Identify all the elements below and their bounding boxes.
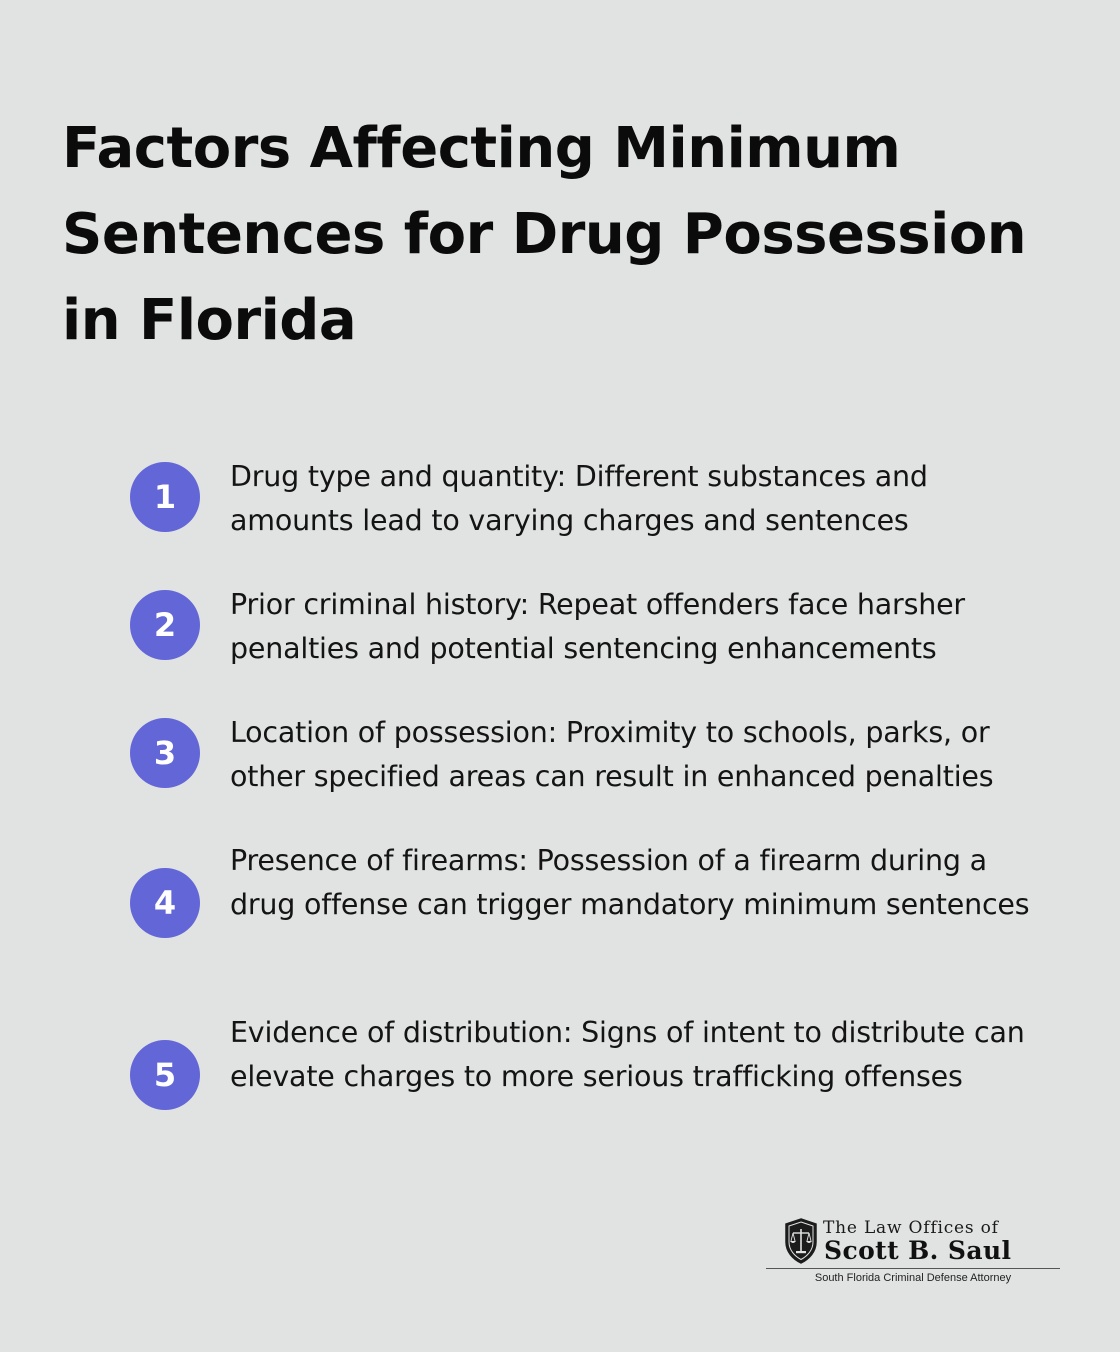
number-badge: 2	[130, 590, 200, 660]
item-text: Evidence of distribution: Signs of inten…	[230, 1016, 1025, 1093]
page-title: Factors Affecting Minimum Sentences for …	[62, 116, 1027, 353]
firm-logo: The Law Offices of Scott B. Saul South F…	[766, 1214, 1060, 1290]
logo-line1: The Law Offices of	[823, 1218, 999, 1238]
logo-tagline: South Florida Criminal Defense Attorney	[814, 1272, 1012, 1284]
item-text: Location of possession: Proximity to sch…	[230, 716, 994, 793]
number-badge: 4	[130, 868, 200, 938]
item-text: Drug type and quantity: Different substa…	[230, 460, 928, 537]
number-badge: 1	[130, 462, 200, 532]
item-text: Prior criminal history: Repeat offenders…	[230, 588, 965, 665]
item-text: Presence of firearms: Possession of a fi…	[230, 844, 1030, 921]
logo-divider	[766, 1268, 1060, 1269]
number-badge: 3	[130, 718, 200, 788]
scales-of-justice-shield-icon	[785, 1218, 817, 1264]
logo-line2: Scott B. Saul	[824, 1236, 1012, 1265]
number-badge: 5	[130, 1040, 200, 1110]
